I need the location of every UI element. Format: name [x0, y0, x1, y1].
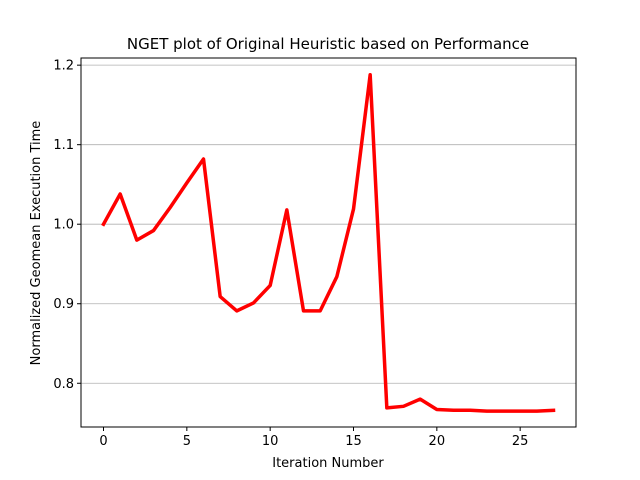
x-tick-label: 20: [429, 434, 446, 449]
y-tick-label: 1.0: [53, 218, 74, 233]
chart-title: NGET plot of Original Heuristic based on…: [127, 35, 529, 53]
y-axis-ticks: 0.8 0.9 1.0 1.1 1.2: [53, 59, 81, 392]
y-axis-label: Normalized Geomean Execution Time: [29, 121, 44, 366]
x-tick-label: 10: [262, 434, 279, 449]
x-tick-label: 5: [183, 434, 191, 449]
x-axis-ticks: 0 5 10 15 20 25: [99, 427, 528, 449]
y-tick-label: 1.1: [53, 138, 74, 153]
x-axis-label: Iteration Number: [272, 456, 384, 471]
axes-frame: [80, 57, 577, 428]
axes: [80, 57, 577, 428]
x-tick-label: 25: [512, 434, 529, 449]
y-tick-label: 0.9: [53, 297, 74, 312]
series-line: [101, 72, 556, 413]
y-tick-label: 1.2: [53, 59, 74, 74]
y-gridlines: [81, 64, 576, 384]
y-tick-label: 0.8: [53, 377, 74, 392]
x-tick-label: 15: [345, 434, 362, 449]
plot-area: [101, 72, 556, 413]
x-tick-label: 0: [99, 434, 107, 449]
